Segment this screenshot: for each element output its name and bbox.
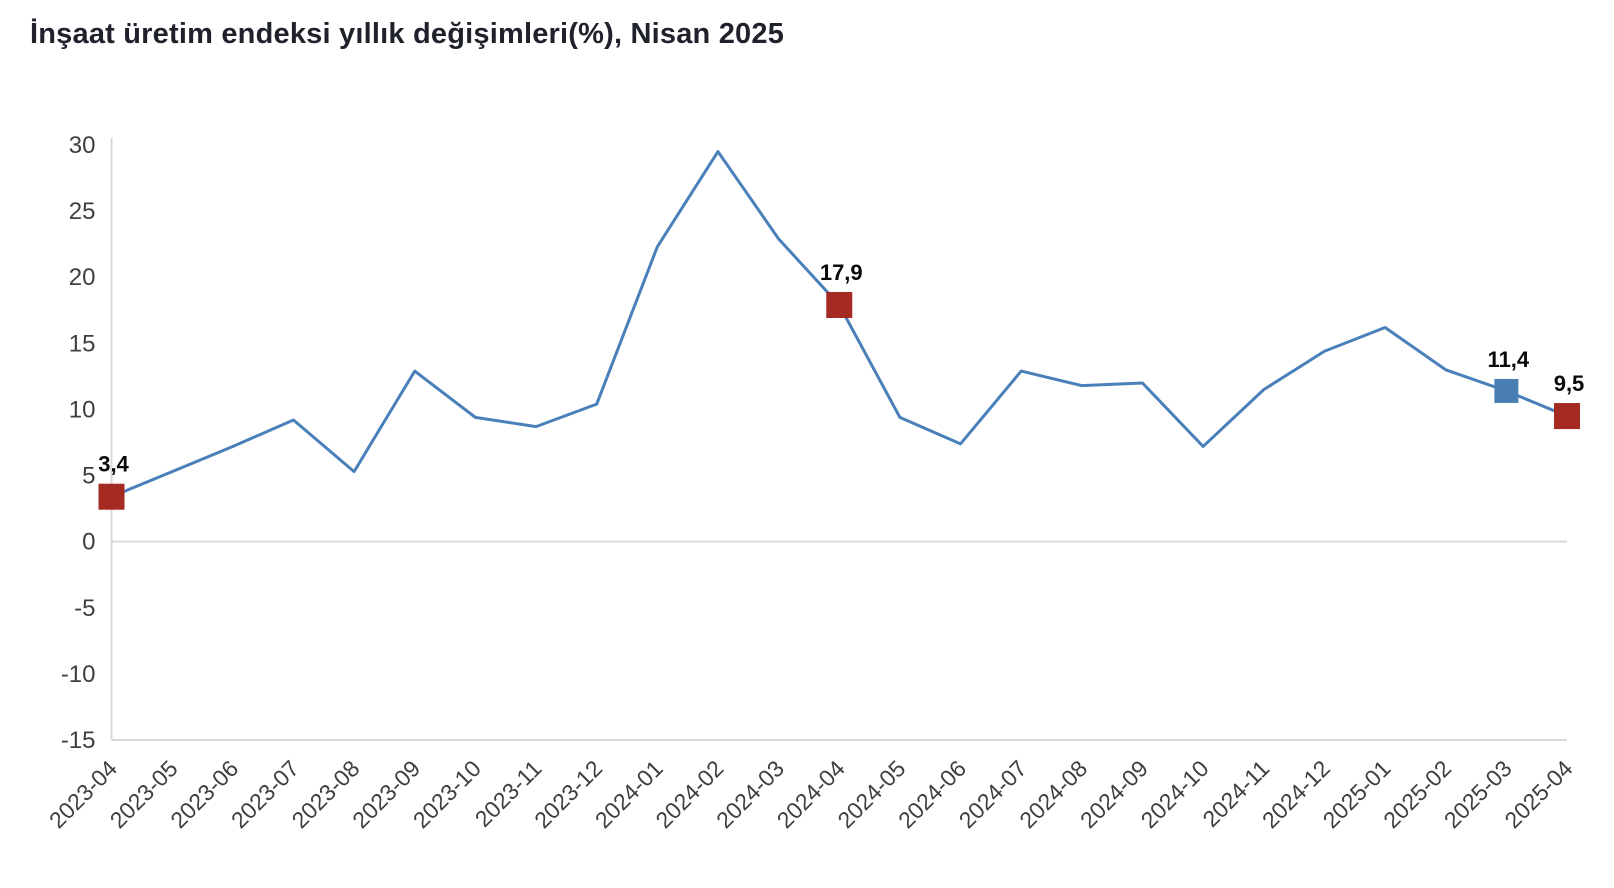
y-axis-tick-labels: 30 25 20 15 10 5 0 -5 -10 -15 bbox=[61, 132, 96, 754]
marker-square-2024-04 bbox=[826, 291, 853, 318]
marker-value-label-2025-04: 9,5 bbox=[1554, 371, 1585, 396]
marker-value-label-2023-04: 3,4 bbox=[98, 452, 129, 477]
y-tick-label: 10 bbox=[69, 396, 96, 423]
axes bbox=[110, 138, 1567, 741]
marker-square-2025-03 bbox=[1494, 378, 1519, 403]
x-tick-label: 2024-10 bbox=[1136, 755, 1214, 833]
series-line bbox=[110, 150, 1569, 499]
y-tick-label: 30 bbox=[69, 132, 96, 159]
chart-title: İnşaat üretim endeksi yıllık değişimleri… bbox=[30, 18, 785, 50]
marker-value-label-2025-03: 11,4 bbox=[1488, 347, 1530, 372]
marker-square-2025-04 bbox=[1554, 403, 1580, 430]
y-tick-label: -10 bbox=[61, 661, 96, 688]
marker-square-2023-04 bbox=[98, 483, 125, 510]
y-tick-label: -5 bbox=[74, 595, 95, 622]
y-tick-label: 25 bbox=[69, 198, 96, 225]
x-tick-label: 2023-10 bbox=[408, 755, 486, 833]
highlight-markers: 3,4 17,9 11,4 9,5 bbox=[98, 260, 1584, 510]
y-tick-label: 0 bbox=[82, 529, 95, 556]
x-axis-tick-labels: 2023-042023-052023-062023-072023-082023-… bbox=[44, 755, 1578, 833]
y-tick-label: -15 bbox=[61, 727, 96, 754]
y-tick-label: 20 bbox=[69, 264, 96, 291]
y-tick-label: 5 bbox=[82, 463, 95, 490]
x-tick-label: 2025-04 bbox=[1499, 755, 1577, 833]
marker-value-label-2024-04: 17,9 bbox=[820, 260, 863, 285]
y-tick-label: 15 bbox=[69, 330, 96, 357]
